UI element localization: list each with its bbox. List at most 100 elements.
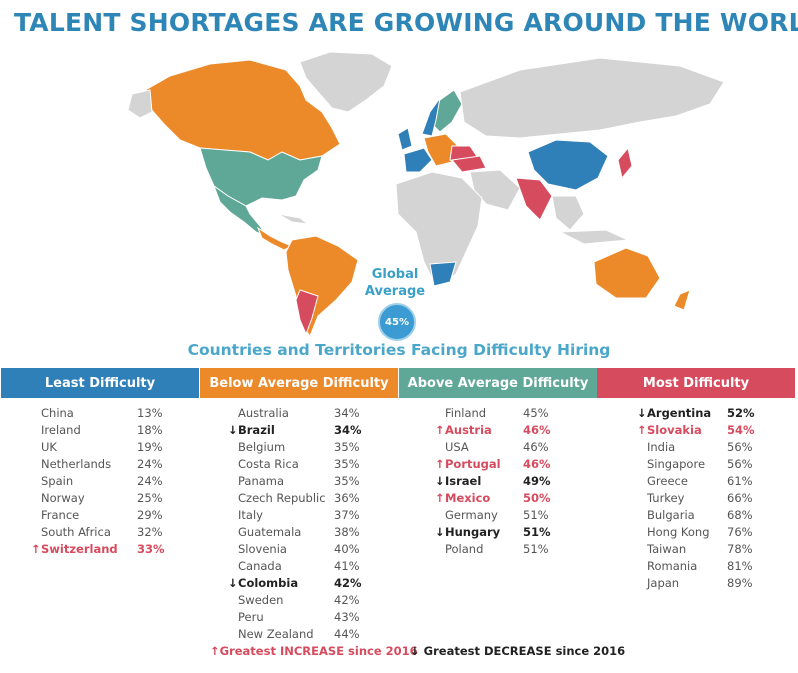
- arrow-down-icon: ↓: [435, 525, 445, 539]
- country-row: ↑ Switzerland 33%: [1, 542, 199, 559]
- country-row: Spain 24%: [1, 474, 199, 491]
- country-value: 52%: [727, 406, 755, 420]
- section-subtitle: Countries and Territories Facing Difficu…: [187, 341, 611, 359]
- country-name: Finland: [445, 406, 487, 420]
- country-row: ↑ Mexico 50%: [399, 491, 597, 508]
- country-name: Singapore: [647, 457, 706, 471]
- country-name: Colombia: [238, 576, 299, 590]
- arrow-down-icon: ↓: [410, 644, 420, 658]
- country-name: Peru: [238, 610, 264, 624]
- country-name: France: [41, 508, 80, 522]
- country-value: 61%: [727, 474, 753, 488]
- global-average-line2: Average: [364, 284, 426, 299]
- country-row: UK 19%: [1, 440, 199, 457]
- column-header: Below Average Difficulty: [200, 368, 398, 398]
- column-rows: ↓ Argentina 52% ↑ Slovakia 54% India 56% Singapo…: [597, 398, 795, 593]
- country-row: Greece 61%: [597, 474, 795, 491]
- country-row: South Africa 32%: [1, 525, 199, 542]
- country-value: 66%: [727, 491, 753, 505]
- country-row: Australia 34%: [200, 406, 398, 423]
- country-name: Israel: [445, 474, 482, 488]
- country-value: 24%: [137, 474, 163, 488]
- arrow-up-icon: ↑: [435, 491, 445, 505]
- country-value: 40%: [334, 542, 360, 556]
- country-row: ↓ Israel 49%: [399, 474, 597, 491]
- column-above: Above Average Difficulty Finland 45% ↑ Austr…: [399, 368, 597, 559]
- country-name: Germany: [445, 508, 498, 522]
- country-value: 68%: [727, 508, 753, 522]
- column-rows: Finland 45% ↑ Austria 46% USA 46% ↑ Portugal 46% ↓…: [399, 398, 597, 559]
- map-land: [127, 51, 725, 338]
- country-row: Romania 81%: [597, 559, 795, 576]
- country-row: Sweden 42%: [200, 593, 398, 610]
- column-rows: China 13% Ireland 18% UK 19% Netherlands 24% Spa…: [1, 398, 199, 559]
- country-name: Slovakia: [647, 423, 702, 437]
- global-average-line1: Global: [371, 267, 419, 282]
- country-row: New Zealand 44%: [200, 627, 398, 644]
- global-average-bubble: 45%: [378, 303, 416, 341]
- country-name: Slovenia: [238, 542, 287, 556]
- country-value: 76%: [727, 525, 753, 539]
- country-row: India 56%: [597, 440, 795, 457]
- country-row: ↑ Austria 46%: [399, 423, 597, 440]
- country-value: 36%: [334, 491, 360, 505]
- column-below: Below Average Difficulty Australia 34% ↓ Bra…: [200, 368, 398, 644]
- country-row: Hong Kong 76%: [597, 525, 795, 542]
- country-row: Poland 51%: [399, 542, 597, 559]
- country-row: ↑ Slovakia 54%: [597, 423, 795, 440]
- country-value: 35%: [334, 440, 360, 454]
- arrow-up-icon: ↑: [435, 423, 445, 437]
- country-value: 44%: [334, 627, 360, 641]
- country-name: South Africa: [41, 525, 111, 539]
- country-value: 18%: [137, 423, 163, 437]
- country-row: Czech Republic 36%: [200, 491, 398, 508]
- country-name: Greece: [647, 474, 688, 488]
- caribbean-shape: [277, 213, 310, 225]
- country-name: China: [41, 406, 74, 420]
- western-europe-shape: [403, 147, 433, 173]
- uk-shape: [397, 127, 413, 151]
- turkey-shape: [451, 155, 487, 173]
- country-row: Turkey 66%: [597, 491, 795, 508]
- country-value: 29%: [137, 508, 163, 522]
- country-name: Norway: [41, 491, 85, 505]
- column-rows: Australia 34% ↓ Brazil 34% Belgium 35% Costa Ri…: [200, 398, 398, 644]
- country-name: Italy: [238, 508, 263, 522]
- country-name: Japan: [647, 576, 680, 590]
- australia-shape: [593, 247, 661, 299]
- arrow-down-icon: ↓: [637, 406, 647, 420]
- country-value: 56%: [727, 457, 753, 471]
- page-title: TALENT SHORTAGES ARE GROWING AROUND THE …: [14, 8, 798, 37]
- country-name: Austria: [445, 423, 492, 437]
- china-shape: [527, 139, 609, 191]
- arrow-up-icon: ↑: [435, 457, 445, 471]
- country-name: Costa Rica: [238, 457, 299, 471]
- country-row: China 13%: [1, 406, 199, 423]
- country-value: 33%: [137, 542, 165, 556]
- country-value: 51%: [523, 542, 549, 556]
- south-africa-shape: [429, 261, 457, 287]
- country-row: Netherlands 24%: [1, 457, 199, 474]
- legend-decrease: ↓ Greatest DECREASE since 2016: [410, 644, 625, 658]
- india-shape: [515, 177, 553, 221]
- country-value: 49%: [523, 474, 551, 488]
- country-name: Czech Republic: [238, 491, 326, 505]
- world-map: [127, 51, 725, 338]
- country-value: 38%: [334, 525, 360, 539]
- country-name: Bulgaria: [647, 508, 695, 522]
- country-row: France 29%: [1, 508, 199, 525]
- country-value: 41%: [334, 559, 360, 573]
- norway-shape: [421, 97, 441, 137]
- country-value: 46%: [523, 440, 549, 454]
- alaska-shape: [127, 89, 153, 119]
- country-row: Italy 37%: [200, 508, 398, 525]
- country-name: Turkey: [647, 491, 685, 505]
- country-name: USA: [445, 440, 469, 454]
- country-value: 37%: [334, 508, 360, 522]
- column-header: Above Average Difficulty: [399, 368, 597, 398]
- column-header: Least Difficulty: [1, 368, 199, 398]
- country-row: Singapore 56%: [597, 457, 795, 474]
- country-value: 81%: [727, 559, 753, 573]
- country-row: Germany 51%: [399, 508, 597, 525]
- country-row: Bulgaria 68%: [597, 508, 795, 525]
